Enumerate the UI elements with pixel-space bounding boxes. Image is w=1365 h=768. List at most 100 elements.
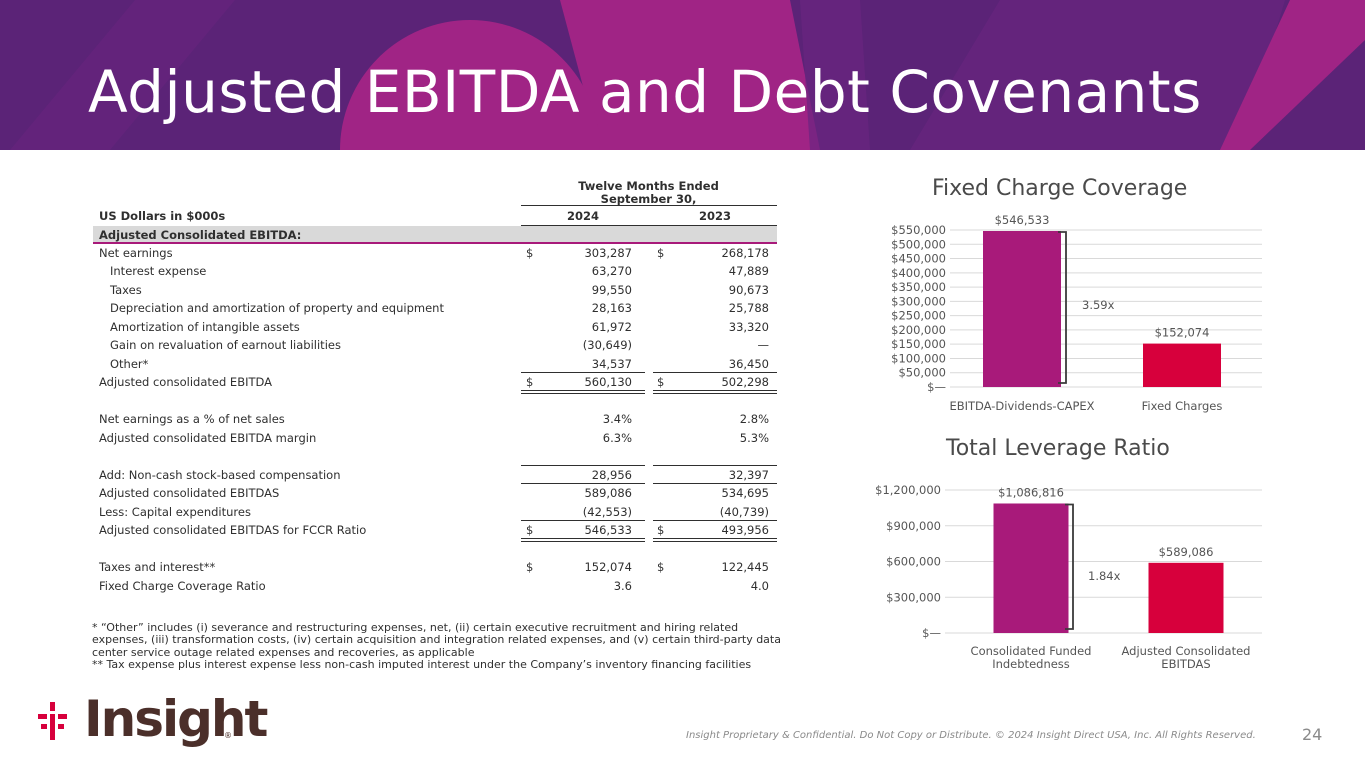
total-double-rule <box>653 390 777 394</box>
total-double-rule <box>521 538 645 542</box>
y-tick-label: $150,000 <box>891 337 946 351</box>
y-tick-label: $200,000 <box>891 323 946 337</box>
ratio-bracket <box>1065 503 1074 630</box>
table-row: Adjusted consolidated EBITDA margin 6.3% 5… <box>93 429 777 447</box>
value-2023: 32,397 <box>728 468 769 482</box>
chart-title-fixed-charge: Fixed Charge Coverage <box>932 176 1188 201</box>
y-tick-label: $250,000 <box>891 309 946 323</box>
period-header: Twelve Months Ended September 30, <box>93 180 1204 206</box>
row-label: Net earnings <box>99 246 173 260</box>
x-category-label: Fixed Charges <box>1142 399 1223 413</box>
row-label: Amortization of intangible assets <box>110 320 300 334</box>
x-category-label: Adjusted Consolidated <box>1122 644 1251 658</box>
y-tick-label: $— <box>922 626 941 640</box>
ratio-bracket <box>1058 231 1067 384</box>
row-label: Taxes and interest** <box>99 560 216 574</box>
y-tick-label: $550,000 <box>891 223 946 237</box>
y-tick-label: $50,000 <box>898 366 946 380</box>
bar <box>1143 343 1221 387</box>
subtotal-rule <box>653 372 777 373</box>
ratio-annotation: 3.59x <box>1082 298 1115 312</box>
table-row: Add: Non-cash stock-based compensation 28… <box>93 466 777 484</box>
x-category-label: Consolidated Funded <box>971 644 1092 658</box>
value-2023: 25,788 <box>728 301 769 315</box>
table-row: Adjusted consolidated EBITDAS for FCCR R… <box>93 521 777 539</box>
table-row: Fixed Charge Coverage Ratio 3.6 4.0 <box>93 577 777 595</box>
value-2024: 303,287 <box>584 246 632 260</box>
bar <box>993 503 1069 633</box>
column-header-row: US Dollars in $000s 2024 2023 <box>93 207 777 225</box>
subtotal-rule <box>521 372 645 373</box>
value-2024: (42,553) <box>582 505 632 519</box>
row-label: Fixed Charge Coverage Ratio <box>99 579 266 593</box>
bar-value-label: $152,074 <box>1155 326 1210 340</box>
col-2024-header: 2024 <box>566 209 599 223</box>
row-label: Less: Capital expenditures <box>99 505 251 519</box>
y-tick-label: $— <box>927 380 946 394</box>
row-label: Other* <box>110 357 149 371</box>
table-row: Other* 34,537 36,450 <box>93 355 777 373</box>
value-2023: 493,956 <box>721 523 769 537</box>
table-row: Net earnings $303,287 $268,178 <box>93 244 777 262</box>
value-2024: 61,972 <box>591 320 632 334</box>
row-label: Net earnings as a % of net sales <box>99 412 285 426</box>
value-2023: 5.3% <box>739 431 769 445</box>
period-header-line1: Twelve Months Ended <box>578 179 719 193</box>
bar <box>983 230 1061 387</box>
value-2024: 99,550 <box>591 283 632 297</box>
value-2024: 63,270 <box>591 264 632 278</box>
x-category-label: Indebtedness <box>992 657 1070 671</box>
footnotes: * “Other” includes (i) severance and res… <box>92 621 792 671</box>
y-tick-label: $300,000 <box>891 294 946 308</box>
bar-value-label: $1,086,816 <box>998 485 1064 499</box>
currency-symbol-2023: $ <box>657 523 665 537</box>
value-2024: 152,074 <box>584 560 632 574</box>
period-header-line2: September 30, <box>600 192 697 206</box>
value-2023: (40,739) <box>719 505 769 519</box>
table-row: Taxes and interest** $152,074 $122,445 <box>93 558 777 576</box>
section-header: Adjusted Consolidated EBITDA: <box>93 226 777 244</box>
banner-decoration <box>10 0 1365 150</box>
table-row: Taxes 99,550 90,673 <box>93 281 777 299</box>
slide-title: Adjusted EBITDA and Debt Covenants <box>88 58 1202 126</box>
value-2023: — <box>757 338 770 352</box>
row-label: Taxes <box>110 283 142 297</box>
title-banner: Adjusted EBITDA and Debt Covenants <box>0 0 1365 150</box>
legal-notice: Insight Proprietary & Confidential. Do N… <box>686 730 1256 741</box>
value-2024: 28,163 <box>591 301 632 315</box>
bar <box>1148 562 1224 633</box>
x-category-label: EBITDAS <box>1161 657 1210 671</box>
value-2024: 3.4% <box>602 412 632 426</box>
value-2023: 33,320 <box>728 320 769 334</box>
table-row: Adjusted consolidated EBITDA $560,130 $502… <box>93 373 777 391</box>
bar-value-label: $546,533 <box>995 213 1050 227</box>
y-tick-label: $300,000 <box>886 590 941 604</box>
subtotal-rule <box>653 483 777 484</box>
row-label: Gain on revaluation of earnout liabiliti… <box>110 338 341 352</box>
subtotal-rule <box>521 520 645 521</box>
y-tick-label: $500,000 <box>891 237 946 251</box>
y-tick-label: $350,000 <box>891 280 946 294</box>
subtotal-rule <box>653 465 777 466</box>
value-2023: 36,450 <box>728 357 769 371</box>
table-row: Gain on revaluation of earnout liabiliti… <box>93 336 777 354</box>
value-2023: 47,889 <box>728 264 769 278</box>
subtotal-rule <box>521 465 645 466</box>
subtotal-rule <box>653 520 777 521</box>
total-double-rule <box>653 538 777 542</box>
row-label: Adjusted consolidated EBITDAS <box>99 486 280 500</box>
col-2023-header: 2023 <box>698 209 731 223</box>
value-2024: 546,533 <box>584 523 632 537</box>
footnote-taxes: ** Tax expense plus interest expense les… <box>92 657 752 671</box>
value-2024: (30,649) <box>582 338 632 352</box>
table-row: Depreciation and amortization of propert… <box>93 299 777 317</box>
y-tick-label: $1,200,000 <box>875 483 941 497</box>
currency-symbol-2023: $ <box>657 375 665 389</box>
y-tick-label: $400,000 <box>891 266 946 280</box>
currency-symbol-2023: $ <box>657 560 665 574</box>
row-label: Interest expense <box>110 264 207 278</box>
currency-symbol-2024: $ <box>526 246 534 260</box>
value-2023: 534,695 <box>721 486 769 500</box>
ratio-annotation: 1.84x <box>1088 569 1121 583</box>
